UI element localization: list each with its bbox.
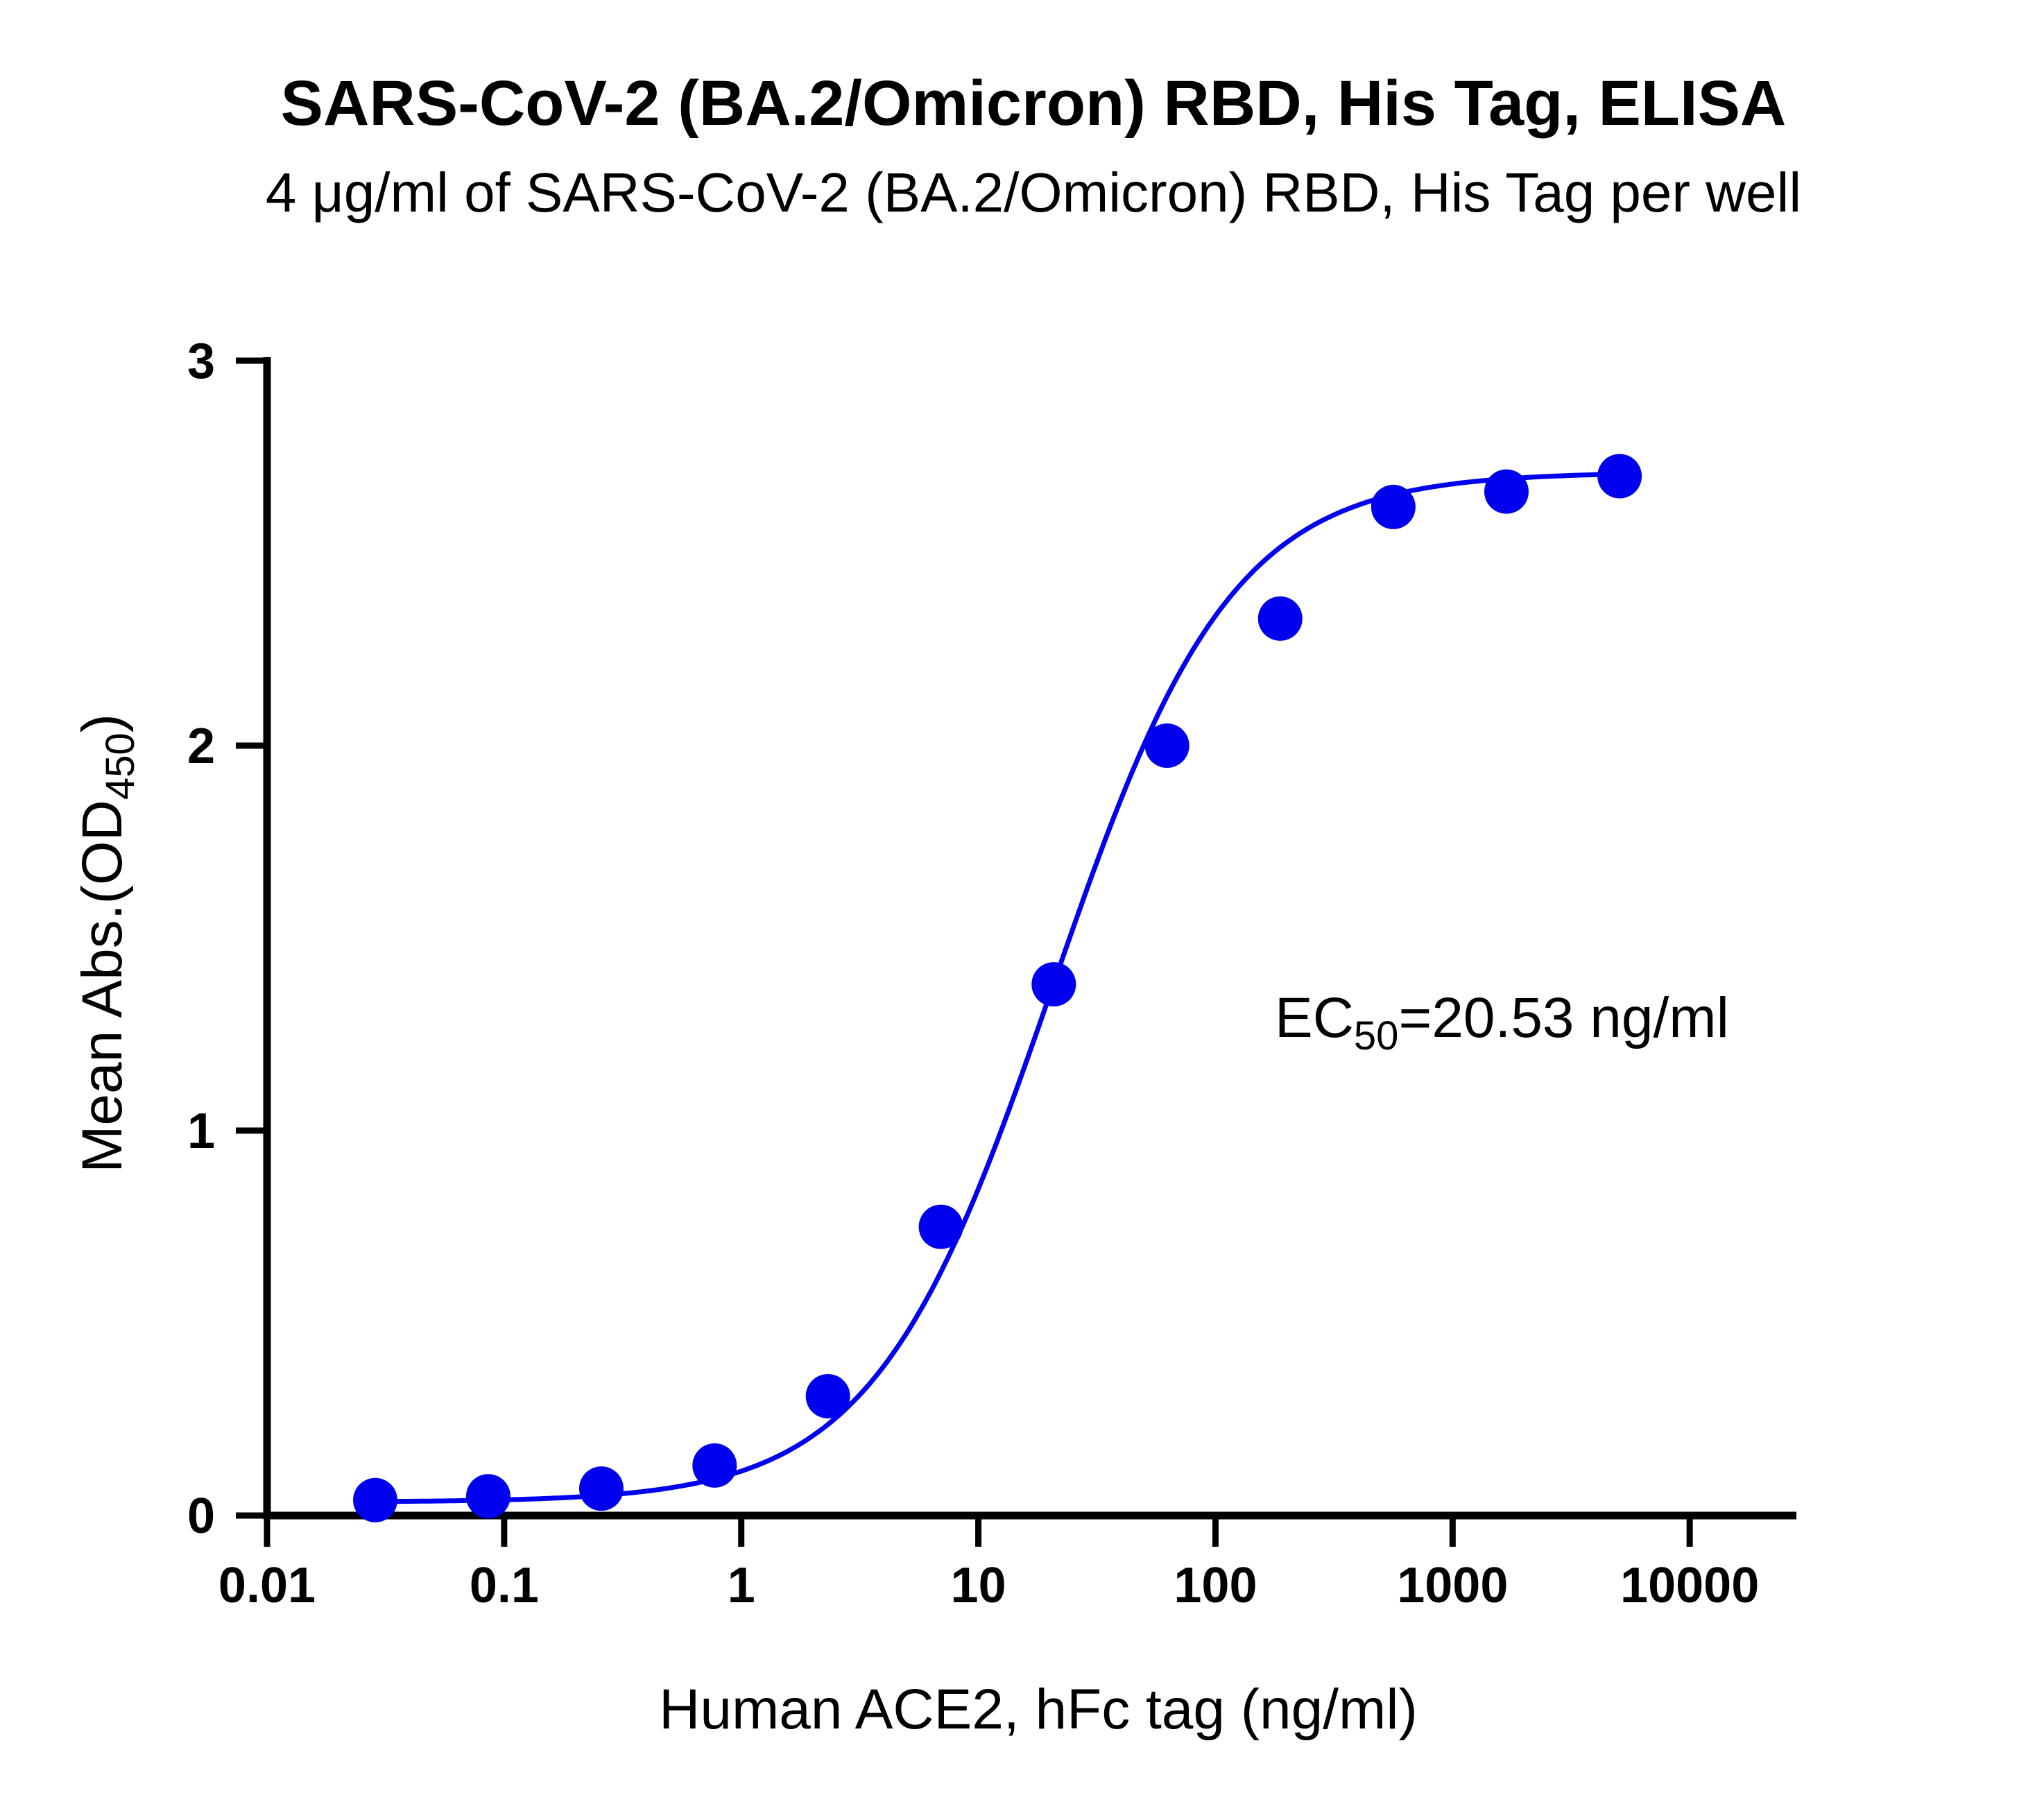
data-point <box>1484 469 1529 514</box>
y-axis-ticks: 0 1 2 3 <box>187 334 267 1544</box>
x-tick-label: 100 <box>1174 1558 1257 1613</box>
data-point <box>1371 484 1416 529</box>
data-point <box>1031 962 1076 1007</box>
ec50-prefix: EC <box>1275 986 1354 1049</box>
data-points <box>353 454 1642 1522</box>
data-point <box>1597 454 1642 499</box>
x-tick-label: 1 <box>728 1558 755 1613</box>
x-axis-title: Human ACE2, hFc tag (ng/ml) <box>659 1678 1418 1741</box>
data-point <box>805 1373 850 1418</box>
ec50-value: =20.53 ng/ml <box>1398 986 1728 1049</box>
y-axis-title-main: Mean Abs.(OD <box>71 800 134 1173</box>
x-tick-label: 0.1 <box>470 1558 539 1613</box>
chart-subtitle: 4 μg/ml of SARS-CoV-2 (BA.2/Omicron) RBD… <box>266 162 1801 223</box>
x-tick-label: 10000 <box>1620 1558 1759 1613</box>
y-axis-title-subscript: 450 <box>98 732 143 800</box>
y-axis-title: Mean Abs.(OD450) <box>71 714 143 1173</box>
data-point <box>692 1443 737 1488</box>
y-tick-label: 0 <box>187 1488 215 1544</box>
data-point <box>465 1474 510 1519</box>
y-tick-label: 3 <box>187 334 215 389</box>
axes <box>263 357 1796 1520</box>
y-axis-title-close: ) <box>71 714 134 732</box>
data-point <box>579 1466 624 1511</box>
x-tick-label: 1000 <box>1397 1558 1508 1613</box>
y-tick-label: 2 <box>187 719 215 774</box>
x-tick-label: 10 <box>951 1558 1006 1613</box>
data-point <box>1257 596 1303 641</box>
chart-title: SARS-CoV-2 (BA.2/Omicron) RBD, His Tag, … <box>281 68 1787 139</box>
x-tick-label: 0.01 <box>218 1558 316 1613</box>
x-axis-ticks: 0.01 0.1 1 10 100 1000 10000 <box>218 1516 1759 1613</box>
y-tick-label: 1 <box>187 1104 215 1159</box>
ec50-subscript: 50 <box>1354 1013 1399 1058</box>
data-point <box>918 1204 963 1249</box>
ec50-annotation: EC50=20.53 ng/ml <box>1275 986 1729 1058</box>
data-point <box>353 1477 398 1522</box>
data-point <box>1144 723 1190 768</box>
